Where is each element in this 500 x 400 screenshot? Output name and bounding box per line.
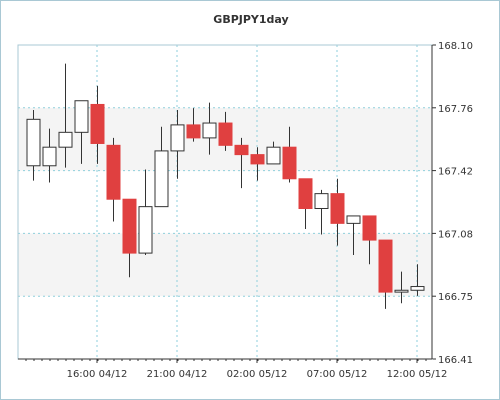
candle-body-bearish: [282, 146, 297, 180]
candle-body-bullish: [170, 124, 185, 152]
plot-band: [18, 233, 432, 297]
candle-body-bullish: [58, 131, 73, 148]
candle-body-bearish: [330, 193, 345, 224]
candle-body-bullish: [138, 206, 153, 254]
plot-area: 168.10 167.76 167.42 167.08 166.75 166.41 16:0…: [17, 41, 473, 380]
x-tick-label: 02:00 05/12: [227, 369, 288, 380]
candle-body-bullish: [346, 215, 361, 224]
chart-title: GBPJPY1day: [213, 13, 288, 26]
candle-body-bearish: [362, 215, 377, 241]
candle-body-bullish: [26, 118, 41, 167]
candle-body-bullish: [74, 100, 89, 133]
y-tick-label: 166.75: [438, 292, 473, 303]
y-tick-label: 166.41: [438, 355, 473, 366]
candle-body-bearish: [90, 103, 105, 144]
candle-body-bearish: [218, 122, 233, 146]
candle-body-bullish: [42, 146, 57, 167]
x-tick-label: 16:00 04/12: [67, 369, 128, 380]
candle-body-bullish: [202, 122, 217, 139]
candle-body-bearish: [250, 154, 265, 165]
candle-body-bearish: [378, 239, 393, 293]
candle-body-bullish: [154, 150, 169, 208]
x-tick-label: 07:00 05/12: [307, 369, 368, 380]
candle-body-bearish: [122, 198, 137, 254]
candle-body-bearish: [234, 144, 249, 156]
candle-body-bearish: [106, 144, 121, 200]
y-tick-label: 167.08: [438, 229, 473, 240]
y-tick-label: 167.42: [438, 167, 473, 178]
y-tick-label: 167.76: [438, 104, 473, 115]
x-tick-label: 12:00 05/12: [387, 369, 448, 380]
candle-body-bullish: [394, 289, 409, 293]
candle-body-bullish: [266, 146, 281, 165]
candle-body-bearish: [186, 124, 201, 139]
candle-body-bullish: [314, 193, 329, 210]
candle-body-bearish: [298, 178, 313, 210]
x-tick-label: 21:00 04/12: [147, 369, 208, 380]
candle-body-bullish: [410, 286, 425, 291]
y-tick-label: 168.10: [438, 41, 473, 52]
plot-background: [18, 45, 432, 359]
